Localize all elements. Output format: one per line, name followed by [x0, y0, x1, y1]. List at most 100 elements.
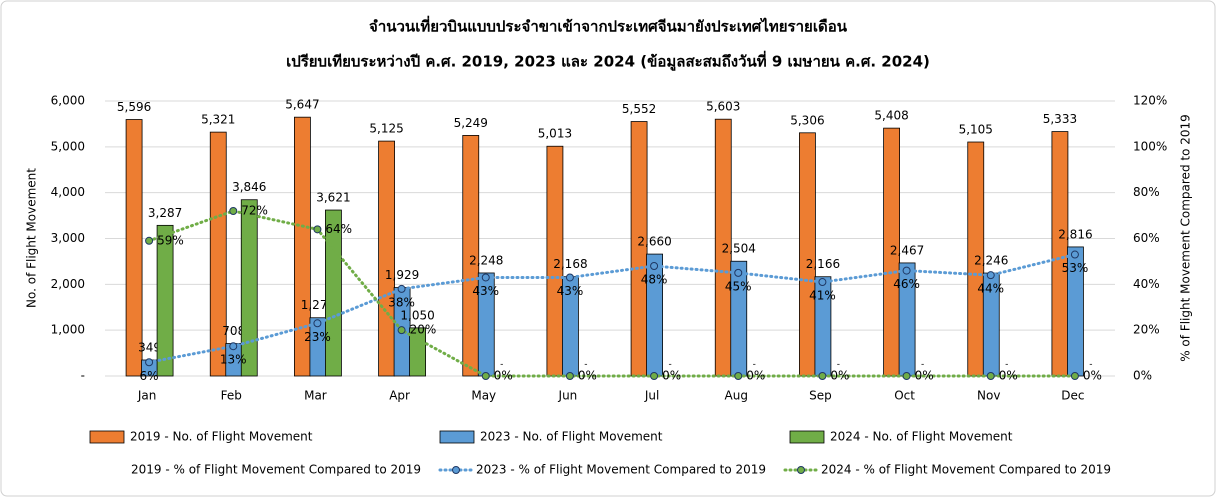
data-label: 5,333	[1043, 112, 1077, 126]
y2-tick-label: 0%	[1133, 369, 1152, 383]
bar	[294, 116, 311, 377]
line-marker	[481, 372, 490, 380]
data-label: 1,050	[400, 308, 434, 322]
bar	[462, 135, 480, 377]
data-label: 5,603	[706, 100, 740, 114]
x-tick-label: Oct	[894, 389, 915, 403]
bar	[156, 224, 174, 377]
line-marker	[145, 236, 154, 245]
legend-swatch	[789, 430, 825, 444]
data-label: 59%	[157, 233, 184, 247]
data-label: -	[1089, 360, 1092, 370]
data-label: 2,248	[469, 253, 503, 267]
legend-swatch	[89, 430, 125, 444]
bar	[1051, 131, 1069, 377]
data-label: 45%	[725, 279, 752, 293]
bar	[209, 131, 227, 377]
data-label: -	[1005, 360, 1008, 370]
legend-marker	[452, 466, 460, 474]
data-label: 43%	[472, 284, 499, 298]
x-tick-label: Mar	[304, 389, 327, 403]
data-label: 5,249	[454, 116, 488, 130]
data-label: 5,647	[285, 98, 319, 112]
x-tick-label: Jun	[558, 389, 578, 403]
y-tick-label: -	[81, 369, 85, 383]
data-label: 46%	[893, 277, 920, 291]
data-label: 23%	[304, 330, 331, 344]
line-marker	[313, 225, 322, 234]
data-label: 0%	[662, 369, 681, 383]
bar	[630, 121, 648, 377]
legend-swatch	[439, 430, 475, 444]
data-label: -	[668, 360, 671, 370]
y2-tick-label: 60%	[1133, 231, 1160, 245]
line-marker	[650, 262, 659, 270]
line-marker	[986, 271, 995, 280]
y2-axis-title: % of Flight Movement Compared to 2019	[1179, 114, 1193, 362]
legend-label: 2024 - No. of Flight Movement	[830, 430, 1013, 444]
data-label: 2,168	[553, 257, 587, 271]
data-label: 3,621	[316, 191, 350, 205]
y-tick-label: 5,000	[51, 139, 85, 153]
data-label: 0%	[915, 369, 934, 383]
line-marker	[313, 319, 322, 328]
line-marker	[397, 326, 406, 335]
legend-label: 2023 - % of Flight Movement Compared to …	[476, 463, 766, 477]
data-label: 1,929	[385, 268, 419, 282]
line-marker	[229, 342, 238, 351]
data-label: 0%	[494, 369, 513, 383]
data-label: -	[584, 360, 587, 370]
data-label: 0%	[746, 369, 765, 383]
data-label: -	[837, 360, 840, 370]
data-label: 0%	[999, 369, 1018, 383]
bar	[967, 141, 985, 377]
line-marker	[481, 273, 490, 282]
data-label: 0%	[830, 369, 849, 383]
data-label: 2,660	[637, 235, 671, 249]
data-label: 38%	[388, 295, 415, 309]
y2-tick-label: 20%	[1133, 323, 1160, 337]
data-label: 3,287	[148, 206, 182, 220]
data-label: -	[921, 360, 924, 370]
data-label: 2,467	[890, 243, 924, 257]
x-tick-label: Nov	[977, 389, 1000, 403]
data-label: 48%	[641, 273, 668, 287]
data-label: 53%	[1062, 261, 1089, 275]
line-marker	[902, 266, 911, 275]
legend-label: 2019 - No. of Flight Movement	[130, 430, 313, 444]
data-label: 44%	[977, 282, 1004, 296]
data-label: 2,246	[974, 254, 1008, 268]
y-tick-label: 4,000	[51, 185, 85, 199]
data-label: 2,504	[722, 242, 756, 256]
chart-subtitle: เปรียบเทียบระหว่างปี ค.ศ. 2019, 2023 และ…	[286, 51, 930, 72]
x-tick-label: May	[471, 389, 496, 403]
data-label: 5,596	[117, 100, 151, 114]
legend-label: 2023 - No. of Flight Movement	[480, 430, 663, 444]
data-label: 64%	[325, 222, 352, 236]
data-label: 5,306	[790, 113, 824, 127]
data-label: 0%	[1083, 369, 1102, 383]
data-label: 2,816	[1058, 227, 1092, 241]
line-marker	[397, 284, 406, 293]
y-tick-label: 3,000	[51, 231, 85, 245]
data-label: 41%	[809, 289, 836, 303]
line-marker	[565, 273, 574, 282]
line-marker	[986, 372, 995, 380]
line-marker	[1070, 372, 1079, 380]
data-label: 5,013	[538, 127, 572, 141]
x-tick-label: Sep	[809, 389, 832, 403]
data-label: -	[500, 360, 503, 370]
data-label: 43%	[557, 284, 584, 298]
bar	[240, 199, 258, 377]
line-marker	[734, 372, 743, 380]
bar	[125, 119, 143, 377]
y2-tick-label: 120%	[1133, 94, 1167, 108]
bar	[378, 140, 395, 377]
x-tick-label: Jul	[644, 389, 659, 403]
data-label: 72%	[241, 204, 268, 218]
data-label: 5,321	[201, 113, 235, 127]
legend-label: 2024 - % of Flight Movement Compared to …	[821, 463, 1111, 477]
data-label: 6%	[140, 369, 159, 383]
x-tick-label: Apr	[389, 389, 410, 403]
